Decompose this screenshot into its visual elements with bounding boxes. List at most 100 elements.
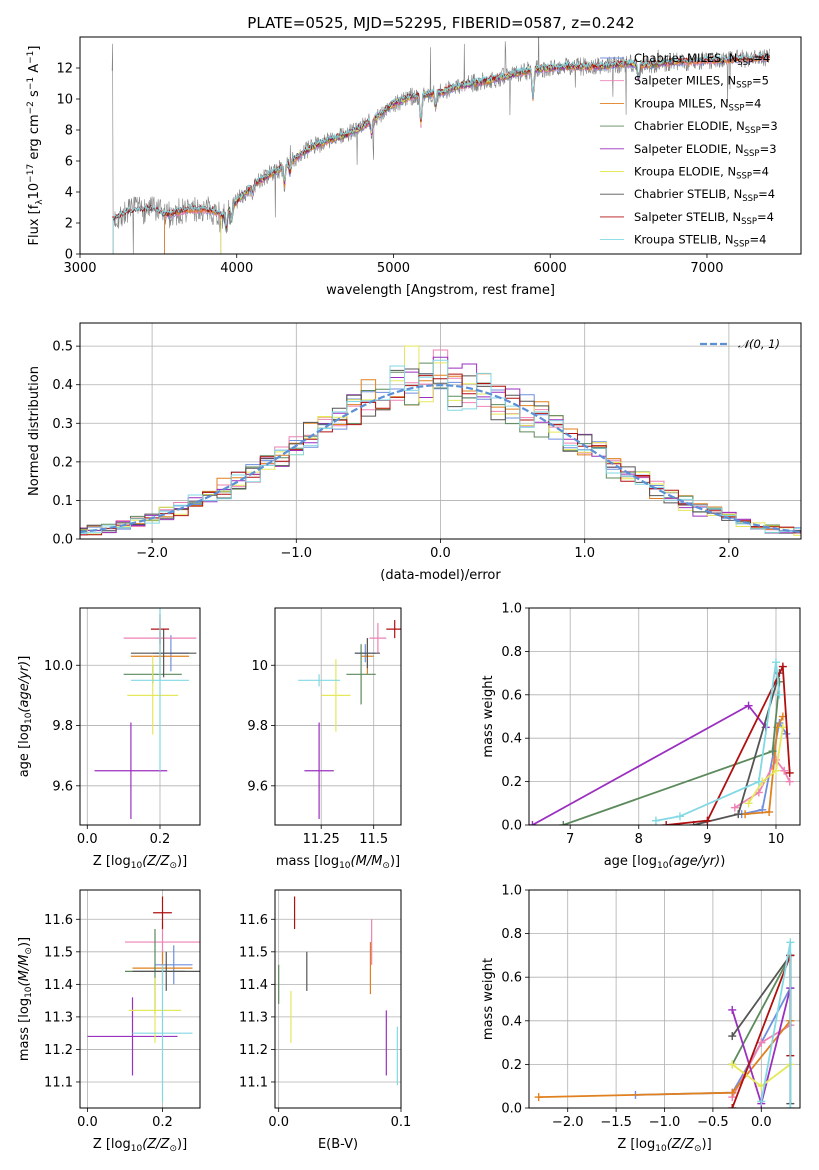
series-line-chabrier-elodie [731, 954, 792, 1065]
y-tick-label: 0.0 [501, 819, 522, 834]
marker-kroupa-stelib [786, 1104, 795, 1108]
x-tick-label: 11.25 [303, 832, 340, 847]
y-tick-label: 0.0 [501, 1102, 522, 1117]
plot-spectrum: 3000 4000 5000 6000 7000 0 2 4 6 8 10 12 [56, 36, 802, 276]
y-tick-label: 4 [65, 186, 73, 201]
y-tick-label: 0.6 [501, 688, 522, 703]
y-tick-label: 0.8 [501, 645, 522, 660]
marker-kroupa-miles [741, 810, 750, 819]
y-tick-label: 11.4 [239, 978, 268, 993]
plot-age-vs-Z: 0.0 0.2 9.6 9.8 10.0 [44, 607, 201, 847]
x-tick-label: 0.1 [391, 1115, 412, 1130]
y-axis-label: mass [log10(M/M⊙)] [17, 937, 34, 1061]
x-tick-label: 0.0 [77, 832, 98, 847]
x-tick-label: 0.0 [430, 546, 451, 561]
y-tick-label: 10 [251, 659, 268, 674]
axes-frame [79, 607, 201, 826]
histogram-salpeter-elodie [80, 356, 801, 534]
y-tick-label: 11.5 [44, 945, 73, 960]
marker-salpeter-miles [785, 777, 794, 786]
marker-kroupa-stelib [757, 1097, 766, 1106]
marker-salpeter-stelib [662, 821, 671, 825]
axes-frame [79, 36, 802, 255]
marker-chabrier-stelib [734, 810, 743, 819]
y-tick-label: 8 [65, 124, 73, 139]
y-tick-label: 0.2 [501, 1058, 522, 1073]
x-tick-label: 8 [635, 832, 643, 847]
legend-label: Salpeter STELIB, NSSP=4 [634, 210, 774, 227]
y-tick-label: 9.8 [247, 719, 268, 734]
y-tick-label: 9.6 [247, 779, 268, 794]
y-tick-label: 2 [65, 217, 73, 232]
y-tick-label: 1.0 [501, 884, 522, 899]
histogram-chabrier-miles [80, 373, 801, 532]
axes-frame [274, 889, 402, 1109]
x-tick-label: 7000 [690, 261, 723, 276]
histogram-salpeter-stelib [80, 373, 801, 536]
x-tick-label: 11.5 [359, 832, 388, 847]
y-axis-label: Flux [fλ10−17 erg cm−2 s−1 A−1] [26, 46, 45, 246]
marker-kroupa-stelib [675, 812, 684, 821]
x-tick-label: 0.0 [751, 1115, 772, 1130]
x-axis-label: wavelength [Angstrom, rest frame] [326, 283, 555, 298]
x-tick-label: −2.0 [552, 1115, 584, 1130]
marker-kroupa-elodie [744, 799, 753, 808]
marker-kroupa-stelib [754, 777, 763, 786]
x-tick-label: 2.0 [719, 546, 740, 561]
y-axis-label: Normed distribution [27, 366, 42, 496]
marker-kroupa-stelib [771, 658, 780, 667]
marker-kroupa-elodie [728, 1060, 737, 1069]
y-tick-label: 11.3 [44, 1010, 73, 1025]
plot-area [298, 620, 401, 819]
x-axis-label: (data-model)/error [380, 568, 501, 583]
marker-kroupa-stelib [651, 816, 660, 825]
y-tick-label: 9.6 [52, 779, 73, 794]
marker-kroupa-elodie [778, 723, 787, 732]
plot-area [111, 37, 771, 254]
x-tick-label: 0.0 [77, 1115, 98, 1130]
marker-kroupa-miles [534, 1093, 543, 1102]
y-tick-label: 11.6 [44, 913, 73, 928]
x-tick-label: −1.5 [600, 1115, 632, 1130]
axes-frame [274, 607, 402, 826]
series-line-kroupa-stelib [655, 662, 781, 822]
legend-label: Kroupa MILES, NSSP=4 [634, 96, 761, 113]
marker-kroupa-miles [765, 807, 774, 816]
y-tick-label: 0.3 [52, 417, 73, 432]
plot-mass-vs-Z: 0.0 0.2 11.1 11.2 11.3 11.4 11.5 11.6 [44, 889, 201, 1130]
x-tick-label: 9 [703, 832, 711, 847]
y-tick-label: 12 [56, 62, 73, 77]
histogram-chabrier-elodie [80, 362, 801, 534]
y-tick-label: 1.0 [501, 602, 522, 617]
histogram-chabrier-stelib [80, 368, 801, 534]
plot-mass-weight-vs-age: 7 8 9 10 0.0 0.2 0.4 0.6 0.8 1.0 [501, 602, 801, 847]
plots: 3000 4000 5000 6000 7000 0 2 4 6 8 10 12 wavelength … [17, 36, 802, 1154]
axes-frame [79, 322, 802, 540]
marker-salpeter-stelib [778, 662, 787, 671]
y-tick-label: 6 [65, 155, 73, 170]
y-tick-label: 0.1 [52, 494, 73, 509]
x-tick-label: −1.0 [649, 1115, 681, 1130]
x-tick-label: 1.0 [574, 546, 595, 561]
y-tick-label: 11.6 [239, 913, 268, 928]
axes-frame [528, 607, 801, 826]
y-tick-label: 0.4 [501, 1014, 522, 1029]
y-tick-label: 0.2 [52, 455, 73, 470]
y-tick-label: 11.2 [44, 1043, 73, 1058]
y-tick-label: 10 [56, 93, 73, 108]
marker-salpeter-elodie [529, 821, 537, 825]
x-tick-label: −1.0 [281, 546, 313, 561]
x-tick-label: 7 [566, 832, 574, 847]
plot-residuals: −2.0 −1.0 0.0 1.0 2.0 0.0 0.1 0.2 0.3 0.4 0.5 [52, 322, 802, 561]
y-tick-label: 0.0 [52, 533, 73, 548]
marker-chabrier-stelib [728, 1032, 737, 1041]
plot-age-vs-mass: 11.25 11.5 9.6 9.8 10 [247, 607, 402, 847]
marker-salpeter-miles [780, 766, 789, 775]
histogram-kroupa-stelib [80, 359, 801, 534]
marker-salpeter-elodie [744, 701, 753, 710]
legend-label: Salpeter ELODIE, NSSP=3 [634, 142, 777, 159]
marker-salpeter-miles [730, 803, 739, 812]
x-axis-label: mass [log10(M/M⊙)] [276, 854, 400, 871]
y-axis-label: age [log10(age/yr)] [17, 656, 34, 778]
